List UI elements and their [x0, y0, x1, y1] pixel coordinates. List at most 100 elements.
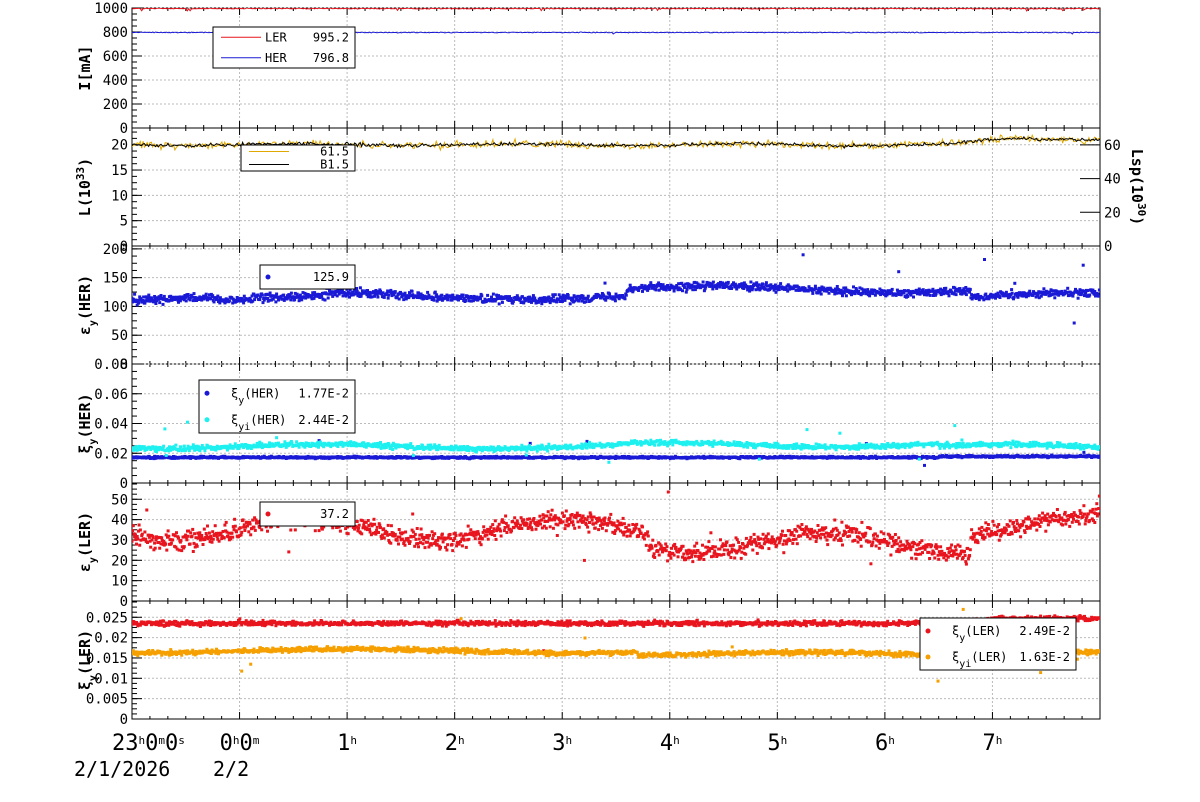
- data-point: [486, 294, 489, 297]
- data-point: [426, 291, 429, 294]
- data-point: [1073, 322, 1076, 325]
- data-point: [775, 291, 778, 294]
- data-point: [983, 258, 986, 261]
- data-point: [692, 285, 695, 288]
- data-point: [258, 298, 261, 301]
- data-point: [1086, 289, 1089, 292]
- data-point: [602, 294, 605, 297]
- data-point: [298, 299, 301, 302]
- y-tick-label: 400: [103, 73, 128, 89]
- data-point: [402, 298, 405, 301]
- y-tick-label: 50: [111, 328, 128, 344]
- data-point: [942, 292, 945, 295]
- legend-emittance_her: 125.9: [260, 265, 355, 289]
- data-point: [355, 287, 358, 290]
- data-point: [835, 292, 838, 295]
- data-point: [165, 454, 168, 457]
- data-point: [263, 297, 266, 300]
- data-point: [290, 292, 293, 295]
- data-point: [761, 282, 764, 285]
- legend-marker: [266, 275, 271, 280]
- data-point: [1066, 291, 1069, 294]
- y-tick-label: 800: [103, 25, 128, 41]
- data-point: [624, 297, 627, 300]
- data-point: [1005, 291, 1008, 294]
- data-point: [158, 301, 161, 304]
- data-point: [292, 295, 295, 298]
- data-point: [641, 290, 644, 293]
- y-tick-label: 0: [120, 121, 128, 137]
- data-point: [187, 293, 190, 296]
- data-point: [234, 442, 237, 445]
- data-point: [409, 442, 412, 445]
- data-point: [625, 294, 628, 297]
- data-point: [1079, 288, 1082, 291]
- data-point: [160, 294, 163, 297]
- data-point: [906, 295, 909, 298]
- y2-tick-label: 20: [1104, 205, 1121, 221]
- data-point: [838, 432, 841, 435]
- data-point: [671, 443, 674, 446]
- data-point: [188, 449, 191, 452]
- data-point: [891, 288, 894, 291]
- data-point: [653, 444, 656, 447]
- y-tick-label: 200: [103, 97, 128, 113]
- y-tick-label: 0.08: [94, 357, 128, 373]
- data-point: [498, 302, 501, 305]
- legend-value: 61.5: [320, 145, 349, 159]
- data-point: [607, 461, 610, 464]
- data-point: [871, 292, 874, 295]
- legend-value: 796.8: [313, 51, 349, 65]
- data-point: [691, 288, 694, 291]
- data-point: [614, 299, 617, 302]
- y-tick-label: 20: [111, 138, 128, 154]
- data-point: [755, 281, 758, 284]
- data-point: [464, 299, 467, 302]
- data-point: [944, 287, 947, 290]
- data-point: [434, 291, 437, 294]
- data-point: [274, 300, 277, 303]
- data-point: [742, 287, 745, 290]
- legend-value: 125.9: [313, 270, 349, 284]
- data-point: [912, 296, 915, 299]
- data-point: [965, 293, 968, 296]
- data-point: [561, 300, 564, 303]
- data-point: [841, 294, 844, 297]
- data-point: [475, 450, 478, 453]
- data-point: [536, 450, 539, 453]
- data-point: [604, 282, 607, 285]
- data-point: [918, 458, 921, 461]
- data-point: [1082, 451, 1085, 454]
- data-point: [193, 292, 196, 295]
- data-point: [764, 288, 767, 291]
- data-point: [923, 464, 926, 467]
- data-point: [665, 289, 668, 292]
- y-tick-label: 15: [111, 163, 128, 179]
- data-point: [852, 285, 855, 288]
- data-point: [260, 442, 263, 445]
- y2-tick-label: 60: [1104, 138, 1121, 154]
- data-point: [673, 290, 676, 293]
- data-point: [584, 300, 587, 303]
- data-point: [685, 291, 688, 294]
- data-point: [755, 288, 758, 291]
- data-point: [1011, 292, 1014, 295]
- data-point: [383, 296, 386, 299]
- data-point: [948, 294, 951, 297]
- y-tick-label: 5: [120, 214, 128, 230]
- data-point: [313, 291, 316, 294]
- data-point: [1077, 297, 1080, 300]
- data-point: [433, 299, 436, 302]
- y-axis-label: I[mA]: [76, 45, 94, 90]
- data-point: [649, 281, 652, 284]
- data-point: [702, 281, 705, 284]
- data-point: [779, 282, 782, 285]
- data-point: [394, 290, 397, 293]
- legend-series-name: LER: [265, 30, 287, 44]
- data-point: [569, 444, 572, 447]
- y-tick-label: 600: [103, 49, 128, 65]
- y-tick-label: 0.06: [94, 387, 128, 403]
- data-point: [359, 286, 362, 289]
